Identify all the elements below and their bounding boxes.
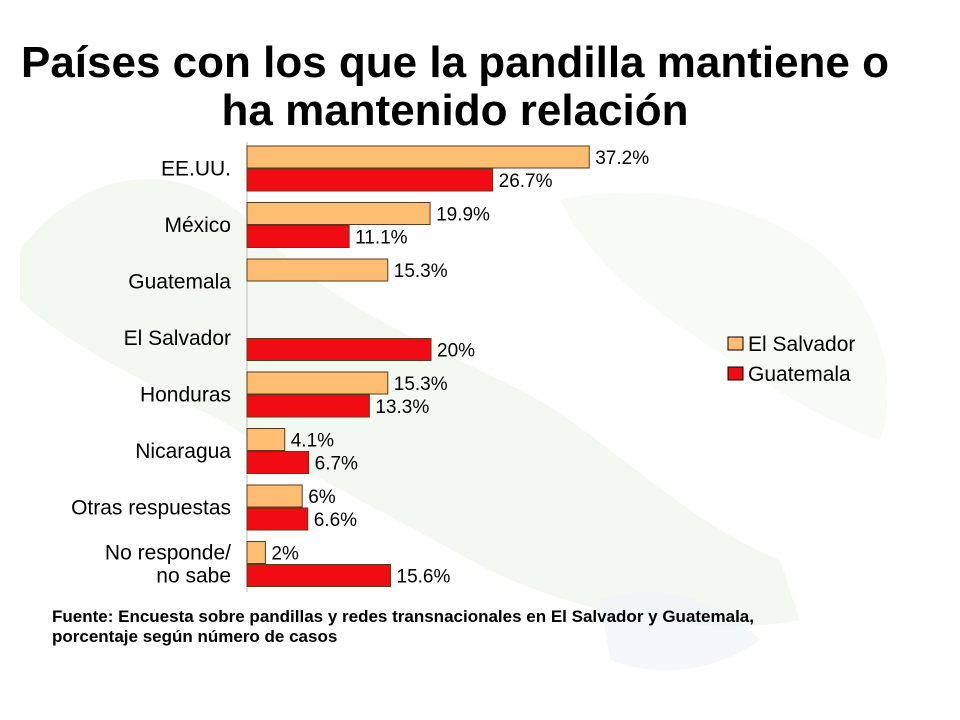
data-label: 6.7% <box>315 454 358 475</box>
category-label: Otras respuestas <box>71 497 231 520</box>
category-label: Honduras <box>140 384 231 407</box>
bar-guatemala <box>246 564 392 587</box>
bar-el-salvador <box>246 258 389 282</box>
chart-title-line-1: Países con los que la pandilla mantiene … <box>20 38 890 87</box>
bar-guatemala <box>246 338 432 361</box>
bar-el-salvador <box>246 484 303 508</box>
bar-guatemala <box>246 507 309 531</box>
chart-title-line-2: ha mantenido relación <box>221 86 689 135</box>
category-label: El Salvador <box>124 327 231 350</box>
bar-el-salvador <box>246 428 286 451</box>
bar-guatemala <box>246 451 310 474</box>
bar-el-salvador <box>246 145 590 169</box>
data-label: 2% <box>271 544 299 565</box>
bar-el-salvador <box>246 541 266 564</box>
data-label: 37.2% <box>595 148 649 169</box>
category-label: Guatemala <box>128 271 231 294</box>
data-label: 26.7% <box>499 171 553 192</box>
data-label: 15.3% <box>394 261 448 282</box>
category-label: Nicaragua <box>135 440 231 463</box>
bar-guatemala <box>246 394 370 418</box>
category-label: México <box>164 214 231 237</box>
data-label: 4.1% <box>291 431 334 452</box>
source-line-1: Fuente: Encuesta sobre pandillas y redes… <box>52 607 754 626</box>
legend-entry-label: Guatemala <box>748 363 851 386</box>
source-line-2: porcentaje según número de casos <box>52 627 338 646</box>
bar-guatemala <box>246 225 350 248</box>
data-label: 6% <box>308 487 336 508</box>
data-label: 15.6% <box>397 567 451 588</box>
category-label: EE.UU. <box>161 158 231 181</box>
data-label: 13.3% <box>375 397 429 418</box>
category-label: No responde/ <box>105 542 231 565</box>
category-label: no sabe <box>156 565 231 588</box>
source-note: Fuente: Encuesta sobre pandillas y redes… <box>52 607 852 647</box>
bar-el-salvador <box>246 371 389 395</box>
legend-swatch <box>727 366 744 381</box>
data-label: 6.6% <box>314 510 357 531</box>
data-label: 19.9% <box>436 205 490 226</box>
bar-el-salvador <box>246 202 431 225</box>
legend-entry-label: El Salvador <box>748 333 855 356</box>
data-label: 15.3% <box>394 374 448 395</box>
data-label: 11.1% <box>355 228 408 249</box>
data-label: 20% <box>437 341 475 362</box>
bar-guatemala <box>246 168 494 192</box>
legend-swatch <box>727 336 744 351</box>
